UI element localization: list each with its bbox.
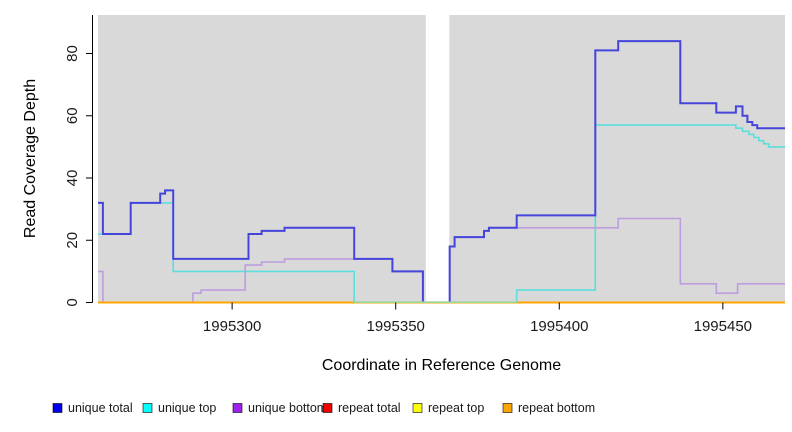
masked-gap-band: [425, 15, 450, 302]
legend-label-repeat-total: repeat total: [338, 401, 401, 415]
y-tick-label: 0: [64, 298, 81, 306]
legend-label-unique-bottom: unique bottom: [248, 401, 327, 415]
y-tick-label: 60: [64, 107, 81, 124]
x-tick-label: 1995300: [203, 318, 261, 335]
legend-swatch-repeat-total: [322, 403, 333, 413]
y-tick-label: 20: [64, 232, 81, 249]
legend-swatch-repeat-bottom: [502, 403, 513, 413]
x-tick-label: 1995400: [530, 318, 588, 335]
y-axis-title: Read Coverage Depth: [22, 78, 39, 239]
x-tick-label: 1995350: [366, 318, 424, 335]
series-unique-total-line: [98, 40, 785, 304]
legend-label-unique-top: unique top: [158, 401, 216, 415]
legend-swatch-unique-top: [142, 403, 153, 413]
series-unique-top-line: [98, 124, 785, 304]
legend-swatch-repeat-top: [412, 403, 423, 413]
legend-label-repeat-bottom: repeat bottom: [518, 401, 595, 415]
y-tick-label: 40: [64, 170, 81, 187]
legend-label-unique-total: unique total: [68, 401, 133, 415]
y-tick-label: 80: [64, 45, 81, 62]
x-tick-label: 1995450: [694, 318, 752, 335]
x-axis-title: Coordinate in Reference Genome: [321, 357, 562, 374]
legend-label-repeat-top: repeat top: [428, 401, 484, 415]
legend-swatch-unique-bottom: [232, 403, 243, 413]
legend-swatch-unique-total: [52, 403, 63, 413]
